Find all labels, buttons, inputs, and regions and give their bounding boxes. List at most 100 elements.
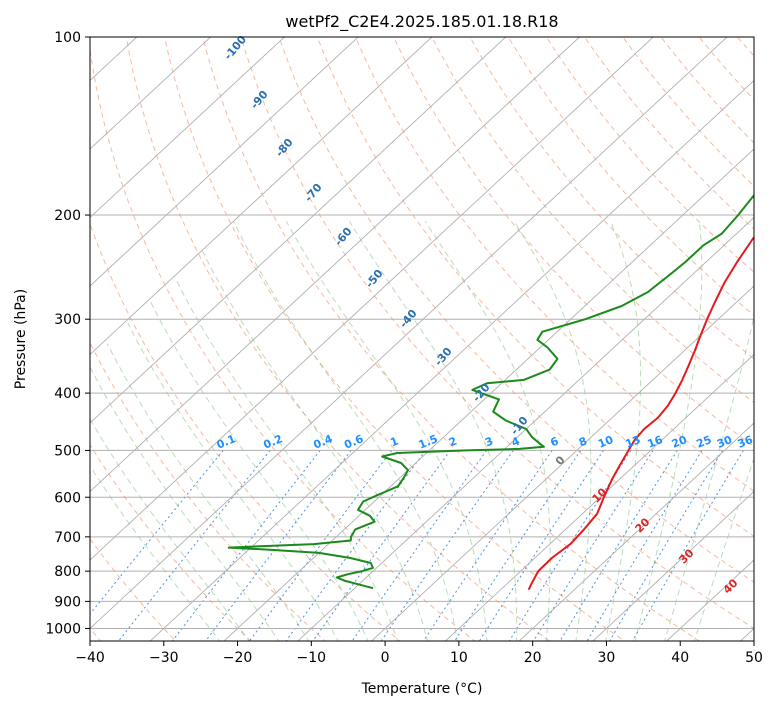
isotherm [444, 353, 754, 641]
mixing-ratio-line [205, 450, 352, 641]
y-axis: 100 200 300 400 500 600 700 800 900 1000 [45, 30, 90, 637]
dry-adiabat [202, 37, 701, 641]
dry-adiabat [545, 37, 754, 273]
mixing-ratio-label: 36 [736, 433, 755, 451]
moist-adiabat [106, 343, 310, 641]
moist-adiabat [233, 221, 458, 641]
mixing-ratio-line [380, 450, 514, 641]
dry-adiabat [125, 37, 551, 641]
y-tick-label: 800 [54, 564, 81, 580]
mixing-ratio-label: 2 [447, 434, 459, 449]
background-lines [90, 37, 754, 641]
dry-adiabat [469, 37, 754, 360]
mixing-ratio-line [631, 450, 744, 641]
x-tick-label: −20 [223, 650, 253, 666]
y-tick-label: 200 [54, 208, 81, 224]
grid-lines [90, 37, 754, 641]
y-tick-label: 1000 [45, 621, 81, 637]
isotherm [149, 79, 754, 641]
moist-adiabat [90, 365, 280, 641]
mixing-ratio-line [171, 450, 321, 641]
moist-adiabat [634, 221, 703, 641]
dry-adiabat [90, 46, 476, 641]
dry-adiabat [90, 222, 401, 641]
moist-adiabat [201, 250, 428, 641]
dry-adiabat [90, 341, 326, 641]
mixing-ratio-label: 13 [623, 433, 642, 451]
y-tick-label: 100 [54, 30, 81, 46]
dry-adiabat [354, 37, 754, 492]
moist-adiabat [285, 221, 488, 641]
x-tick-label: −40 [75, 650, 105, 666]
mixing-ratio-line [508, 450, 632, 641]
isotherm [90, 37, 359, 287]
mixing-ratio-line [351, 450, 488, 641]
mixing-ratio-label: 20 [670, 433, 689, 451]
y-tick-label: 700 [54, 530, 81, 546]
dry-adiabat [584, 37, 754, 230]
isotherm [90, 37, 654, 561]
mixing-ratio-label: 10 [596, 433, 615, 451]
x-tick-label: 30 [598, 650, 616, 666]
dry-adiabat [90, 443, 252, 641]
moist-adiabat [424, 221, 551, 641]
y-tick-label: 400 [54, 386, 81, 402]
mixing-ratio-line [609, 450, 724, 641]
dry-adiabat [278, 37, 754, 583]
y-axis-label: Pressure (hPa) [13, 289, 29, 389]
x-tick-label: 10 [450, 650, 468, 666]
moist-adiabat [149, 301, 369, 641]
moist-adiabat [605, 221, 642, 641]
mixing-ratio-label: 1 [388, 434, 400, 449]
isotherm [297, 216, 754, 641]
x-tick-label: −30 [149, 650, 179, 666]
series-layer [227, 193, 754, 591]
isotherm [370, 285, 754, 641]
plot-frame [89, 36, 755, 642]
moist-adiabat [513, 221, 592, 641]
moist-adiabat [90, 464, 221, 641]
x-tick-label: 0 [381, 650, 390, 666]
isotherm [90, 37, 728, 630]
mixing-ratio-label: 8 [577, 434, 589, 449]
moist-adiabat [174, 277, 399, 641]
mixing-ratio-line [532, 450, 654, 641]
isotherm [90, 37, 507, 424]
y-tick-label: 900 [54, 594, 81, 610]
moist-adiabat [127, 323, 339, 641]
isotherm [90, 37, 286, 219]
chart-title: wetPf2_C2E4.2025.185.01.18.R18 [285, 12, 558, 32]
x-tick-label: −10 [297, 650, 327, 666]
mixing-ratio-label: 25 [694, 433, 713, 451]
isotherm [90, 37, 433, 356]
moist-adiabat [349, 221, 518, 641]
dry-adiabat [660, 37, 754, 144]
temperature-line [527, 235, 754, 591]
x-tick-label: 40 [671, 650, 689, 666]
mixing-ratio-line [90, 450, 224, 615]
isotherm [90, 37, 212, 150]
mixing-ratio-label: 3 [483, 434, 495, 449]
y-tick-label: 600 [54, 490, 81, 506]
dry-adiabat [431, 37, 754, 404]
mixing-ratio-line [312, 450, 451, 641]
mixing-ratio-line [248, 450, 393, 641]
isotherm [518, 422, 754, 641]
mixing-ratio-line [586, 450, 703, 641]
isotherm [90, 37, 581, 493]
dry-adiabat [240, 37, 754, 629]
mixing-ratio-line [559, 450, 678, 641]
x-tick-label: 20 [524, 650, 542, 666]
isotherm [592, 490, 754, 641]
mixing-ratio-line [285, 450, 426, 641]
dry-adiabat [316, 37, 754, 537]
dewpoint-line [227, 193, 754, 590]
isotherm [223, 148, 754, 641]
dry-adiabat [90, 537, 177, 641]
y-tick-label: 300 [54, 312, 81, 328]
y-tick-label: 500 [54, 443, 81, 459]
x-tick-label: 50 [745, 650, 763, 666]
mixing-ratio-label: 30 [715, 433, 734, 451]
x-axis-label: Temperature (°C) [361, 681, 483, 697]
